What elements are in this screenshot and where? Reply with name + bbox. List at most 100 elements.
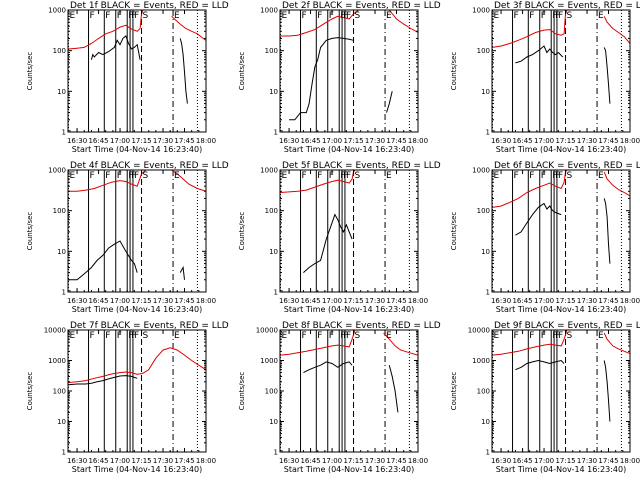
y-tick-label: 100 <box>265 47 278 55</box>
x-axis-label: Start Time (04-Nov-14 16:23:40) <box>284 305 414 314</box>
segment-marker-label: E <box>69 331 75 341</box>
segment-marker-label: F <box>117 331 122 341</box>
x-tick-label: 16:30 <box>67 137 87 145</box>
y-axis-label: Counts/sec <box>450 372 458 411</box>
lld-series-line <box>492 10 568 48</box>
segment-marker-label: S <box>143 171 149 181</box>
plot-area <box>492 170 630 292</box>
x-tick-label: 18:00 <box>196 297 216 305</box>
segment-marker-label: F <box>302 171 307 181</box>
x-tick-label: 18:00 <box>620 137 640 145</box>
events-series-line <box>515 45 564 64</box>
plot-frame <box>67 169 207 293</box>
segment-marker-label: F <box>555 11 560 21</box>
events-series-line <box>388 365 399 413</box>
plot-area <box>68 330 206 452</box>
y-tick-label: 10 <box>481 418 490 426</box>
x-tick-label: 16:45 <box>88 297 108 305</box>
y-tick-label: 10 <box>269 248 278 256</box>
segment-marker-label: F <box>514 11 519 21</box>
events-series-line <box>289 37 354 121</box>
segment-marker-label: E <box>281 171 287 181</box>
segment-marker-label: F <box>134 331 139 341</box>
lld-series-line <box>383 332 418 356</box>
lld-series-line <box>280 170 356 193</box>
y-tick-label: 10 <box>269 418 278 426</box>
y-tick-label: 100 <box>477 207 490 215</box>
x-tick-label: 16:45 <box>512 297 532 305</box>
y-tick-label: 10000 <box>256 327 278 335</box>
x-tick-label: 17:00 <box>322 297 342 305</box>
x-tick-label: 16:30 <box>491 457 511 465</box>
x-tick-label: 17:15 <box>555 297 575 305</box>
segment-marker-label: F <box>329 11 334 21</box>
x-tick-label: 17:45 <box>386 137 406 145</box>
segment-marker-label: F <box>541 331 546 341</box>
y-tick-label: 100 <box>477 47 490 55</box>
segment-marker-label: F <box>343 331 348 341</box>
segment-marker-label: F <box>514 171 519 181</box>
segment-marker-label: F <box>329 171 334 181</box>
segment-marker-label: F <box>529 11 534 21</box>
plot-area <box>280 170 410 292</box>
segment-marker-label: E <box>281 331 287 341</box>
y-tick-label: 1000 <box>48 7 66 15</box>
segment-marker-label: F <box>343 11 348 21</box>
x-tick-label: 17:00 <box>110 457 130 465</box>
plot-area <box>68 170 206 292</box>
y-tick-label: 1000 <box>472 357 490 365</box>
plot-area <box>68 10 206 132</box>
y-axis-label: Counts/sec <box>26 372 34 411</box>
lld-series-line <box>603 332 630 354</box>
x-tick-label: 18:00 <box>196 137 216 145</box>
segment-marker-label: F <box>558 11 563 21</box>
segment-marker-label: E <box>493 331 499 341</box>
y-tick-label: 1000 <box>472 7 490 15</box>
segment-marker-label: S <box>355 11 361 21</box>
segment-marker-label: F <box>105 11 110 21</box>
segment-marker-label: S <box>143 11 149 21</box>
segment-marker-label: F <box>90 11 95 21</box>
x-tick-label: 16:30 <box>279 297 299 305</box>
y-tick-label: 1000 <box>260 357 278 365</box>
lld-series-line <box>603 16 630 44</box>
y-tick-label: 10 <box>57 88 66 96</box>
segment-marker-label: E <box>386 171 392 181</box>
segment-marker-label: F <box>558 331 563 341</box>
x-tick-label: 17:15 <box>343 457 363 465</box>
segment-marker-label: E <box>386 331 392 341</box>
x-tick-label: 18:00 <box>620 457 640 465</box>
segment-marker-label: F <box>105 331 110 341</box>
y-tick-label: 10000 <box>468 327 490 335</box>
segment-marker-label: E <box>69 11 75 21</box>
lld-series-line <box>492 330 568 356</box>
panel-title: Det 2f BLACK = Events, RED = LLD <box>282 1 441 11</box>
segment-marker-label: F <box>329 331 334 341</box>
x-tick-label: 16:45 <box>300 297 320 305</box>
segment-marker-label: F <box>117 11 122 21</box>
x-tick-label: 16:30 <box>279 457 299 465</box>
y-axis-label: Counts/sec <box>238 52 246 91</box>
y-axis-label: Counts/sec <box>26 212 34 251</box>
y-tick-label: 10 <box>269 88 278 96</box>
segment-marker-label: F <box>131 331 136 341</box>
plot-frame <box>491 169 631 293</box>
segment-marker-label: F <box>558 171 563 181</box>
panel-title: Det 8f BLACK = Events, RED = LLD <box>282 321 441 331</box>
x-tick-label: 17:30 <box>365 297 385 305</box>
segment-marker-label: F <box>529 331 534 341</box>
segment-marker-label: F <box>105 171 110 181</box>
x-tick-label: 17:15 <box>555 457 575 465</box>
lld-series-line <box>603 171 630 197</box>
panel-title: Det 1f BLACK = Events, RED = LLD <box>70 1 229 11</box>
segment-marker-label: F <box>340 171 345 181</box>
x-tick-label: 16:45 <box>88 457 108 465</box>
y-tick-label: 1000 <box>260 7 278 15</box>
segment-marker-label: F <box>541 171 546 181</box>
y-tick-label: 100 <box>53 47 66 55</box>
x-tick-label: 17:30 <box>577 137 597 145</box>
events-series-line <box>68 240 138 281</box>
